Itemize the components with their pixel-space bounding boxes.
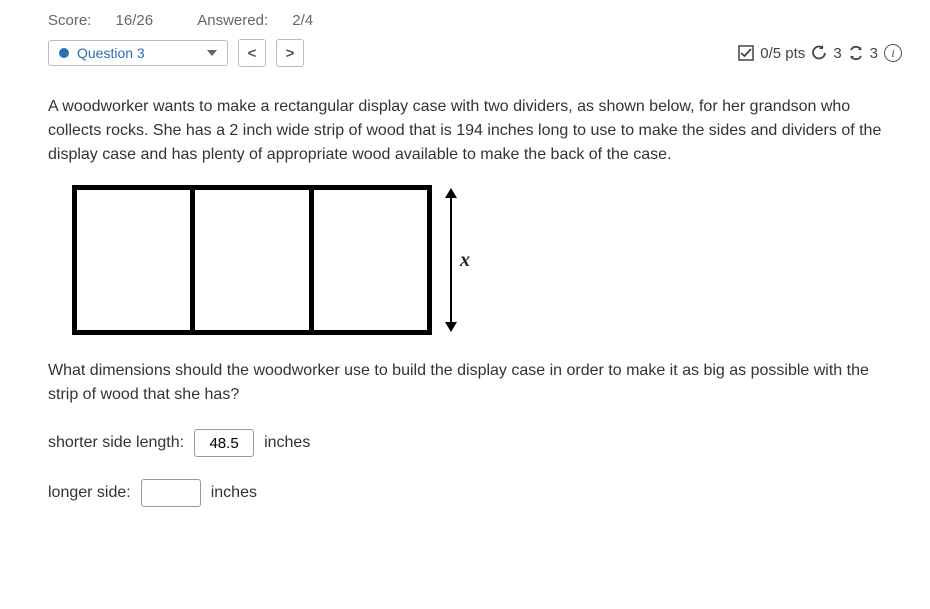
variable-x-label: x bbox=[460, 249, 470, 272]
question-selector[interactable]: Question 3 bbox=[48, 40, 228, 66]
longer-side-row: longer side: inches bbox=[48, 479, 902, 507]
info-icon[interactable]: i bbox=[884, 44, 902, 62]
retry-icon bbox=[811, 45, 827, 61]
display-case-figure bbox=[72, 185, 432, 335]
case-cell bbox=[195, 190, 313, 330]
question-label: Question 3 bbox=[77, 45, 145, 61]
points-text: 0/5 pts bbox=[760, 45, 805, 62]
longer-side-input[interactable] bbox=[141, 479, 201, 507]
answered-value: 2/4 bbox=[292, 12, 313, 29]
attempts-1: 3 bbox=[833, 45, 841, 62]
answered-label: Answered: bbox=[197, 12, 268, 29]
sync-icon bbox=[848, 45, 864, 61]
dimensions-question: What dimensions should the woodworker us… bbox=[48, 359, 902, 407]
dimension-arrow-icon bbox=[450, 190, 452, 330]
chevron-down-icon bbox=[207, 50, 217, 56]
question-toolbar: Question 3 < > 0/5 pts 3 3 i bbox=[48, 39, 902, 67]
shorter-side-row: shorter side length: inches bbox=[48, 429, 902, 457]
prev-button[interactable]: < bbox=[238, 39, 266, 67]
status-dot-icon bbox=[59, 48, 69, 58]
attempts-2: 3 bbox=[870, 45, 878, 62]
next-button[interactable]: > bbox=[276, 39, 304, 67]
points-status: 0/5 pts 3 3 i bbox=[738, 44, 902, 62]
shorter-side-input[interactable] bbox=[194, 429, 254, 457]
shorter-side-label: shorter side length: bbox=[48, 434, 184, 452]
diagram: x bbox=[72, 185, 902, 335]
checkbox-icon bbox=[738, 45, 754, 61]
longer-side-label: longer side: bbox=[48, 484, 131, 502]
shorter-side-unit: inches bbox=[264, 434, 310, 452]
case-cell bbox=[314, 190, 427, 330]
score-label: Score: bbox=[48, 12, 91, 29]
score-value: 16/26 bbox=[116, 12, 154, 29]
problem-text: A woodworker wants to make a rectangular… bbox=[48, 95, 898, 167]
longer-side-unit: inches bbox=[211, 484, 257, 502]
case-cell bbox=[77, 190, 195, 330]
score-row: Score: 16/26 Answered: 2/4 bbox=[48, 12, 902, 29]
